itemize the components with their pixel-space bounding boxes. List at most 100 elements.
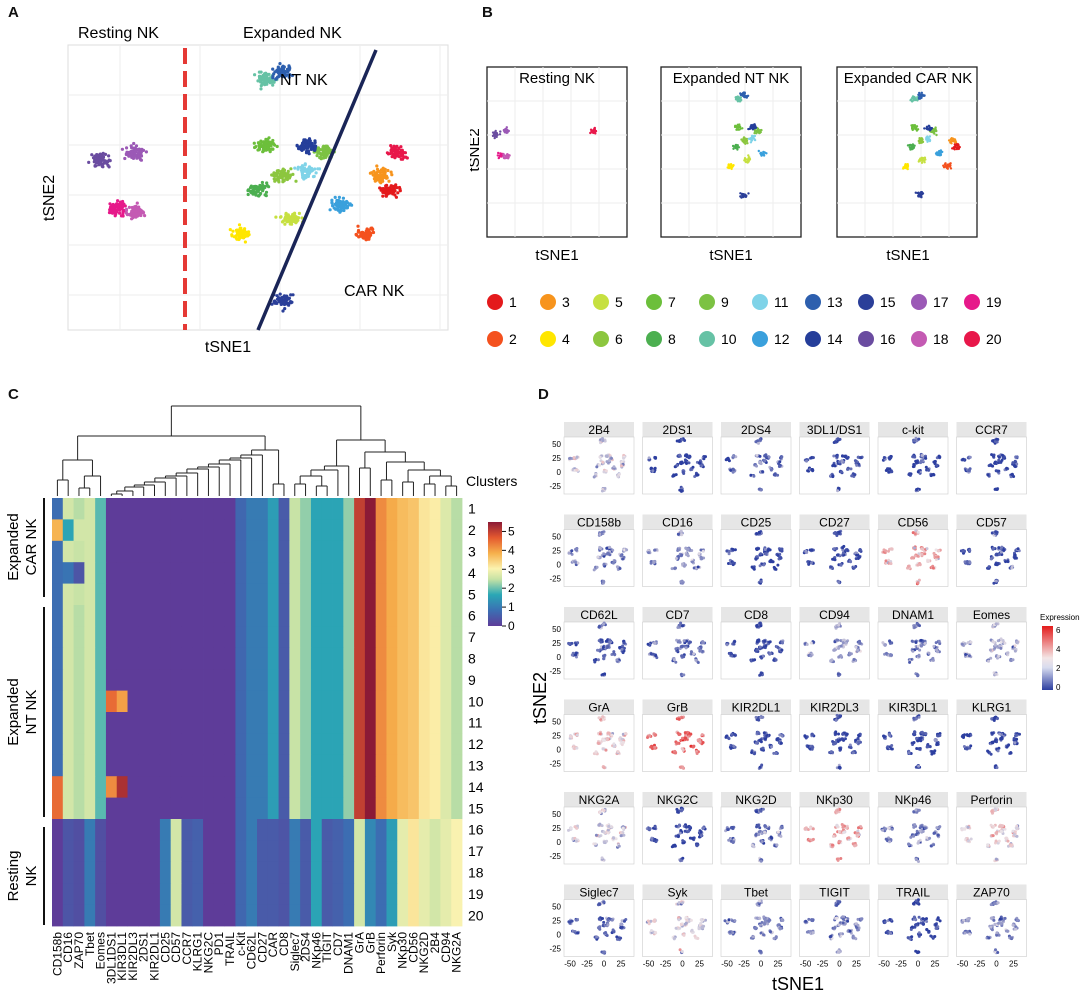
group-label-car-line1: Expanded	[5, 513, 22, 581]
facet-strip	[721, 607, 791, 622]
point	[339, 208, 343, 212]
heatmap-cell	[213, 583, 226, 606]
heatmap-cell	[300, 669, 312, 691]
point	[674, 647, 678, 651]
point	[252, 141, 256, 145]
point	[683, 439, 687, 442]
point	[844, 454, 847, 458]
point	[307, 170, 311, 174]
heatmap-cell	[203, 733, 215, 756]
heatmap-cell	[95, 733, 107, 756]
point	[837, 487, 841, 490]
heatmap-cell	[170, 904, 182, 927]
heatmap-cell	[397, 690, 409, 713]
heatmap-cell	[95, 562, 107, 584]
point	[917, 552, 921, 556]
point	[284, 216, 288, 220]
heatmap-cell	[429, 797, 441, 820]
point	[338, 199, 342, 203]
point	[835, 455, 839, 459]
heatmap-cell	[62, 797, 74, 820]
heatmap-cell	[278, 819, 290, 841]
heatmap-cell	[440, 605, 452, 627]
point	[753, 134, 757, 138]
heatmap-cell	[440, 712, 452, 734]
heatmap-cell	[62, 605, 74, 627]
heatmap-cell	[300, 797, 312, 820]
heatmap-cell	[203, 904, 215, 927]
cluster-4-points	[228, 223, 251, 244]
heatmap-cell	[332, 690, 344, 713]
heatmap-cell	[95, 669, 107, 691]
heatmap-cell	[95, 498, 107, 520]
heatmap-cell	[332, 498, 344, 520]
heatmap-cell	[170, 861, 182, 884]
heatmap-cell	[170, 562, 182, 584]
heatmap-cell	[224, 690, 236, 713]
point	[854, 557, 858, 561]
column-label: CD158b	[50, 932, 64, 976]
heatmap-cell	[203, 562, 215, 584]
legend-label: 9	[721, 294, 729, 310]
heatmap-cell	[354, 776, 366, 798]
point	[734, 98, 738, 101]
heatmap-cell	[95, 712, 107, 734]
heatmap-cell	[235, 605, 247, 627]
point	[287, 68, 291, 72]
point	[920, 547, 924, 551]
heatmap-cell	[343, 797, 355, 820]
point	[237, 234, 241, 238]
heatmap-cell	[440, 540, 452, 563]
heatmap-cell	[170, 776, 182, 798]
point	[97, 163, 101, 167]
heatmap-cell	[116, 562, 128, 584]
heatmap-cell	[257, 797, 269, 820]
heatmap-cell	[127, 883, 139, 905]
heatmap-cell	[354, 605, 366, 627]
point	[121, 211, 125, 216]
heatmap-cell	[375, 647, 387, 670]
point	[96, 153, 100, 157]
heatmap-cell	[203, 647, 215, 670]
heatmap-cell	[95, 883, 107, 905]
legend-item-4: 4	[540, 331, 570, 347]
heatmap-cell	[203, 712, 215, 734]
heatmap-cell	[429, 883, 441, 905]
heatmap-cell	[257, 904, 269, 927]
heatmap-cell	[62, 840, 74, 863]
point	[270, 80, 274, 84]
point	[596, 648, 599, 652]
point	[696, 661, 700, 664]
legend-item-3: 3	[540, 294, 570, 310]
point	[916, 470, 920, 474]
heatmap-cell	[343, 519, 355, 542]
legend-item-14: 14	[805, 331, 843, 347]
point	[996, 469, 1000, 473]
point	[121, 214, 125, 218]
heatmap-cell	[386, 883, 398, 905]
legend-label: 4	[562, 331, 570, 347]
point	[992, 546, 995, 550]
heatmap-cell	[408, 647, 420, 670]
heatmap-cell	[364, 605, 377, 627]
heatmap-cell	[386, 840, 398, 863]
y-tick-label: 50	[552, 440, 561, 449]
point	[398, 187, 402, 191]
heatmap-cell	[192, 904, 204, 927]
cluster-20-points	[385, 144, 409, 161]
facet-title: 2DS1	[662, 423, 692, 437]
point	[653, 548, 657, 552]
heatmap-cell	[138, 540, 150, 563]
point	[840, 459, 844, 463]
heatmap-cell	[278, 583, 290, 606]
heatmap-cell	[451, 562, 463, 584]
heatmap-cell	[181, 733, 193, 756]
point	[890, 547, 894, 551]
column-label: KIR3DL1	[115, 932, 129, 981]
heatmap-cell	[321, 540, 333, 563]
heatmap-cell	[52, 583, 64, 606]
panel-a-ylabel: tSNE2	[41, 175, 58, 221]
point	[931, 566, 935, 570]
heatmap-cell	[84, 840, 96, 863]
heatmap-cell	[257, 776, 269, 798]
